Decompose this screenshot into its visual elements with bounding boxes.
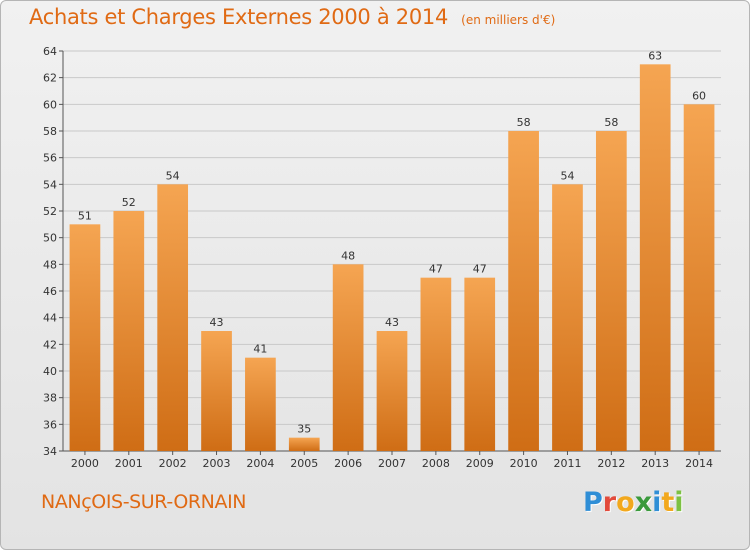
x-tick-label: 2000 bbox=[71, 457, 99, 470]
x-tick-label: 2009 bbox=[466, 457, 494, 470]
bar-2012 bbox=[595, 131, 627, 451]
y-tick-label: 60 bbox=[43, 98, 57, 111]
x-tick-label: 2012 bbox=[597, 457, 625, 470]
x-tick-label: 2014 bbox=[685, 457, 713, 470]
bar-2000 bbox=[69, 224, 101, 451]
logo-letter: P bbox=[583, 487, 603, 518]
bars bbox=[69, 64, 715, 452]
chart-unit-label: (en milliers d'€) bbox=[461, 13, 556, 27]
x-tick-label: 2013 bbox=[641, 457, 669, 470]
data-label-2003: 43 bbox=[210, 316, 224, 329]
bar-2004 bbox=[245, 357, 276, 451]
logo-letter: r bbox=[602, 487, 617, 518]
y-tick-label: 36 bbox=[43, 418, 57, 431]
logo-letter: o bbox=[616, 487, 635, 518]
x-tick-label: 2007 bbox=[378, 457, 406, 470]
x-tick-label: 2001 bbox=[115, 457, 143, 470]
bar-2014 bbox=[683, 104, 715, 451]
y-tick-label: 48 bbox=[43, 258, 57, 271]
x-tick-label: 2008 bbox=[422, 457, 450, 470]
x-tick-label: 2004 bbox=[246, 457, 274, 470]
y-tick-label: 40 bbox=[43, 365, 57, 378]
bar-2008 bbox=[420, 277, 452, 451]
bar-2002 bbox=[157, 184, 189, 452]
data-label-2010: 58 bbox=[517, 116, 531, 129]
bar-2003 bbox=[201, 331, 232, 451]
bar-2013 bbox=[639, 64, 671, 452]
data-label-2005: 35 bbox=[297, 423, 311, 436]
y-tick-label: 44 bbox=[43, 312, 57, 325]
bar-2006 bbox=[332, 264, 364, 451]
y-tick-label: 42 bbox=[43, 338, 57, 351]
bar-2009 bbox=[464, 277, 496, 451]
x-tick-label: 2003 bbox=[203, 457, 231, 470]
x-tick-label: 2002 bbox=[159, 457, 187, 470]
bar-2011 bbox=[552, 184, 583, 452]
bar-2010 bbox=[508, 131, 539, 451]
x-tick-label: 2011 bbox=[553, 457, 581, 470]
y-tick-label: 54 bbox=[43, 178, 57, 191]
y-tick-label: 64 bbox=[43, 45, 57, 58]
y-tick-label: 56 bbox=[43, 152, 57, 165]
data-label-2001: 52 bbox=[122, 196, 136, 209]
data-label-2009: 47 bbox=[473, 263, 487, 276]
bar-2007 bbox=[376, 331, 408, 451]
data-label-2006: 48 bbox=[341, 249, 355, 262]
logo-letter: i bbox=[674, 487, 684, 518]
x-tick-label: 2010 bbox=[510, 457, 538, 470]
y-tick-label: 62 bbox=[43, 72, 57, 85]
data-label-2013: 63 bbox=[648, 49, 662, 62]
data-label-2014: 60 bbox=[692, 89, 706, 102]
logo-letter: i bbox=[652, 487, 662, 518]
x-tick-label: 2005 bbox=[290, 457, 318, 470]
data-label-2008: 47 bbox=[429, 263, 443, 276]
y-tick-label: 52 bbox=[43, 205, 57, 218]
y-tick-labels: 34 36 38 40 42 44 46 48 50 52 54 56 58 60 62 64 bbox=[43, 45, 57, 458]
data-label-2000: 51 bbox=[78, 209, 92, 222]
data-label-2012: 58 bbox=[604, 116, 618, 129]
data-label-2007: 43 bbox=[385, 316, 399, 329]
data-label-2011: 54 bbox=[560, 169, 574, 182]
data-labels: 51 52 54 43 41 35 48 43 47 47 58 54 58 63 60 bbox=[78, 49, 706, 435]
proxiti-logo[interactable]: Proxiti bbox=[583, 487, 684, 518]
y-tick-label: 34 bbox=[43, 445, 57, 458]
y-tick-label: 38 bbox=[43, 392, 57, 405]
commune-name: NANçOIS-SUR-ORNAIN bbox=[41, 491, 247, 513]
x-tick-label: 2006 bbox=[334, 457, 362, 470]
chart-title: Achats et Charges Externes 2000 à 2014 (… bbox=[29, 5, 555, 29]
data-label-2004: 41 bbox=[253, 343, 267, 356]
bar-2005 bbox=[288, 437, 320, 451]
x-tick-labels: 2000 2001 2002 2003 2004 2005 2006 2007 2008 2009… bbox=[71, 451, 713, 470]
y-tick-label: 50 bbox=[43, 232, 57, 245]
data-label-2002: 54 bbox=[166, 169, 180, 182]
bar-2001 bbox=[113, 211, 145, 451]
logo-letter: x bbox=[634, 487, 653, 518]
y-tick-label: 46 bbox=[43, 285, 57, 298]
chart-title-text: Achats et Charges Externes 2000 à 2014 bbox=[29, 5, 449, 29]
logo-letter: t bbox=[661, 487, 675, 518]
y-tick-label: 58 bbox=[43, 125, 57, 138]
